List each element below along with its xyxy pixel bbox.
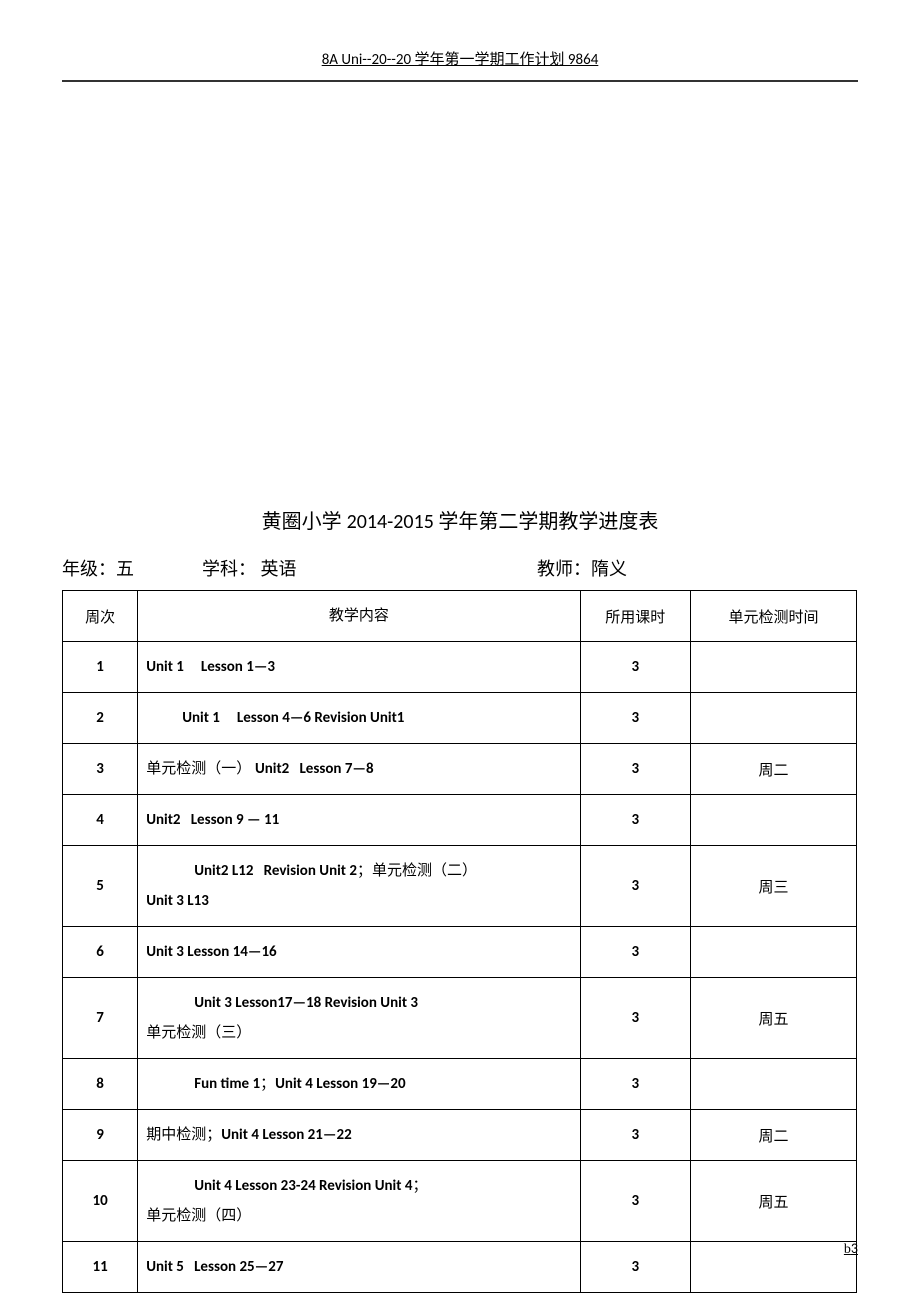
subject-value: 英语 — [256, 559, 297, 579]
cell-content: Unit2 Lesson 9 — 11 — [138, 795, 580, 846]
cell-content: Unit 5 Lesson 25—27 — [138, 1242, 580, 1293]
cell-test: 周二 — [691, 1110, 857, 1161]
cell-week: 1 — [63, 642, 138, 693]
table-row: 2Unit 1 Lesson 4—6 Revision Unit13 — [63, 693, 857, 744]
col-week-header: 周次 — [63, 591, 138, 642]
cell-hours: 3 — [580, 693, 691, 744]
page-title: 黄圈小学 2014-2015 学年第二学期教学进度表 — [0, 505, 920, 534]
cell-week: 3 — [63, 744, 138, 795]
cell-hours: 3 — [580, 1161, 691, 1242]
cell-hours: 3 — [580, 1110, 691, 1161]
footer-number: 3 — [851, 1240, 858, 1257]
cell-week: 8 — [63, 1059, 138, 1110]
table-row: 5Unit2 L12 Revision Unit 2；单元检测（二）Unit 3… — [63, 846, 857, 927]
table-row: 8Fun time 1；Unit 4 Lesson 19—203 — [63, 1059, 857, 1110]
table-row: 7Unit 3 Lesson17—18 Revision Unit 3单元检测（… — [63, 978, 857, 1059]
cell-hours: 3 — [580, 1059, 691, 1110]
cell-test — [691, 795, 857, 846]
cell-hours: 3 — [580, 927, 691, 978]
cell-hours: 3 — [580, 1242, 691, 1293]
cell-week: 9 — [63, 1110, 138, 1161]
col-hours-header: 所用课时 — [580, 591, 691, 642]
footer-page: b3 — [844, 1240, 858, 1258]
cell-hours: 3 — [580, 846, 691, 927]
cell-hours: 3 — [580, 978, 691, 1059]
cell-test — [691, 1059, 857, 1110]
table-row: 10Unit 4 Lesson 23-24 Revision Unit 4；单元… — [63, 1161, 857, 1242]
cell-week: 6 — [63, 927, 138, 978]
cell-week: 5 — [63, 846, 138, 927]
cell-test — [691, 1242, 857, 1293]
table-row: 3单元检测（一） Unit2 Lesson 7—83周二 — [63, 744, 857, 795]
cell-content: 期中检测；Unit 4 Lesson 21—22 — [138, 1110, 580, 1161]
table-row: 6Unit 3 Lesson 14—163 — [63, 927, 857, 978]
cell-hours: 3 — [580, 744, 691, 795]
header-divider — [62, 80, 858, 82]
header-mid: 学年第一学期工作计划 — [414, 52, 564, 68]
cell-test: 周三 — [691, 846, 857, 927]
table-row: 1Unit 1 Lesson 1—33 — [63, 642, 857, 693]
cell-test — [691, 927, 857, 978]
cell-hours: 3 — [580, 642, 691, 693]
cell-test — [691, 693, 857, 744]
cell-content: Unit2 L12 Revision Unit 2；单元检测（二）Unit 3 … — [138, 846, 580, 927]
table-row: 4Unit2 Lesson 9 — 113 — [63, 795, 857, 846]
subject-label: 学科： — [202, 559, 256, 579]
cell-content: Unit 3 Lesson 14—16 — [138, 927, 580, 978]
page-header: 8A Uni--20--20 学年第一学期工作计划 9864 — [322, 48, 599, 69]
meta-subject: 学科： 英语 — [202, 555, 297, 581]
cell-week: 2 — [63, 693, 138, 744]
cell-content: Unit 1 Lesson 4—6 Revision Unit1 — [138, 693, 580, 744]
cell-test: 周五 — [691, 1161, 857, 1242]
schedule-table: 周次 教学内容 所用课时 单元检测时间 1Unit 1 Lesson 1—332… — [62, 590, 857, 1293]
cell-hours: 3 — [580, 795, 691, 846]
title-year: 2014-2015 — [347, 510, 439, 534]
cell-test: 周二 — [691, 744, 857, 795]
cell-content: Fun time 1；Unit 4 Lesson 19—20 — [138, 1059, 580, 1110]
cell-content: Unit 1 Lesson 1—3 — [138, 642, 580, 693]
meta-teacher: 教师：隋义 — [537, 555, 627, 581]
cell-test — [691, 642, 857, 693]
teacher-label: 教师： — [537, 559, 591, 579]
cell-week: 7 — [63, 978, 138, 1059]
cell-content: Unit 3 Lesson17—18 Revision Unit 3单元检测（三… — [138, 978, 580, 1059]
table-row: 9期中检测；Unit 4 Lesson 21—223周二 — [63, 1110, 857, 1161]
cell-week: 11 — [63, 1242, 138, 1293]
header-prefix: 8A Uni--20--20 — [322, 51, 415, 69]
cell-content: 单元检测（一） Unit2 Lesson 7—8 — [138, 744, 580, 795]
header-suffix: 9864 — [565, 51, 599, 69]
col-content-header: 教学内容 — [138, 591, 580, 642]
cell-test: 周五 — [691, 978, 857, 1059]
footer-prefix: b — [844, 1242, 851, 1257]
cell-week: 10 — [63, 1161, 138, 1242]
grade-value: 五 — [116, 559, 134, 579]
table-body: 1Unit 1 Lesson 1—332Unit 1 Lesson 4—6 Re… — [63, 642, 857, 1293]
title-suffix: 学年第二学期教学进度表 — [438, 511, 658, 533]
table-row: 11Unit 5 Lesson 25—273 — [63, 1242, 857, 1293]
meta-grade: 年级：五 — [62, 555, 134, 581]
title-prefix: 黄圈小学 — [262, 511, 347, 533]
table-header-row: 周次 教学内容 所用课时 单元检测时间 — [63, 591, 857, 642]
teacher-value: 隋义 — [591, 559, 627, 579]
col-test-header: 单元检测时间 — [691, 591, 857, 642]
cell-week: 4 — [63, 795, 138, 846]
grade-label: 年级： — [62, 559, 116, 579]
cell-content: Unit 4 Lesson 23-24 Revision Unit 4；单元检测… — [138, 1161, 580, 1242]
